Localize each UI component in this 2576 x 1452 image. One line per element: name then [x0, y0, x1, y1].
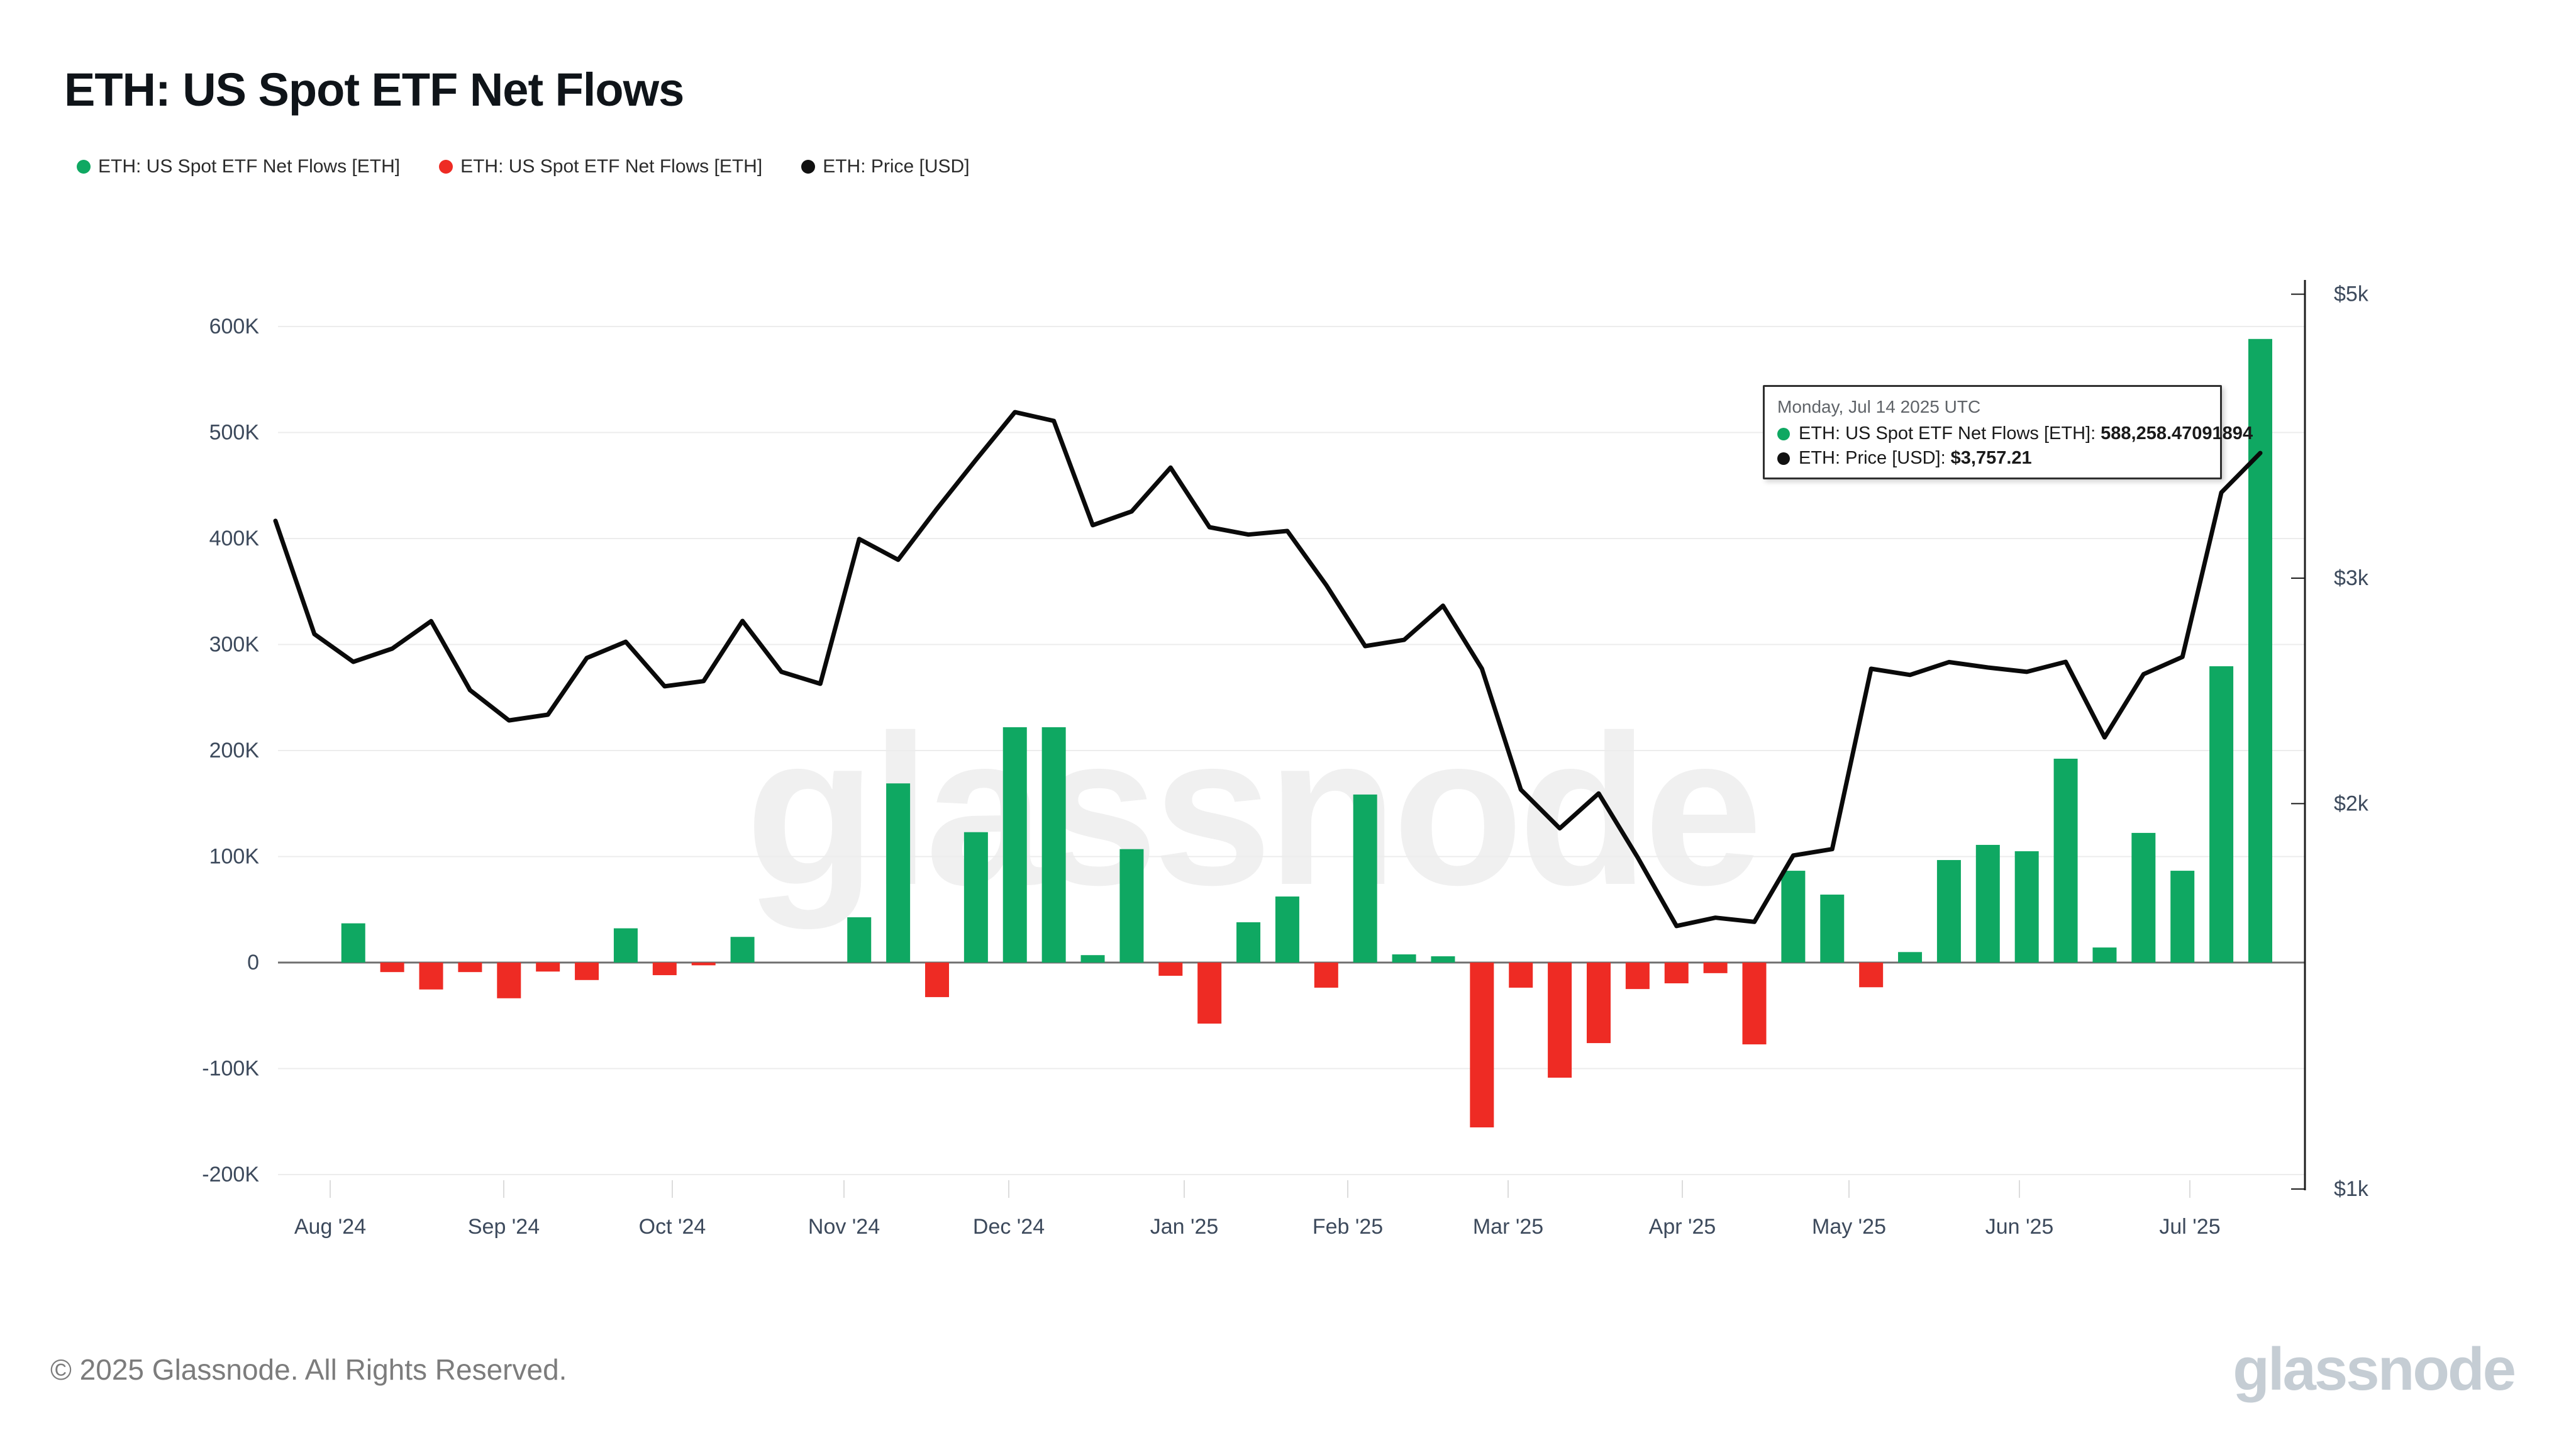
legend-item-label: ETH: US Spot ETF Net Flows [ETH]: [460, 156, 763, 177]
flow-bar[interactable]: [1080, 955, 1105, 963]
flow-bar[interactable]: [1586, 963, 1611, 1044]
y-axis-label: 600K: [209, 315, 260, 338]
legend-dot-icon: [77, 160, 91, 174]
flow-bar[interactable]: [1236, 922, 1261, 963]
price-axis-label: $3k: [2334, 566, 2369, 590]
flow-bar[interactable]: [1470, 963, 1494, 1128]
tooltip-series-dot-icon: [1777, 427, 1790, 440]
flow-bar[interactable]: [652, 963, 677, 976]
y-axis-label: 100K: [209, 845, 260, 869]
flow-bar[interactable]: [2170, 871, 2195, 963]
flow-bar[interactable]: [1625, 963, 1650, 990]
month-label: Sep '24: [468, 1215, 540, 1239]
flow-bar[interactable]: [1392, 954, 1416, 963]
flow-bar[interactable]: [1119, 849, 1144, 963]
flow-bar[interactable]: [1041, 727, 1066, 963]
flow-bar[interactable]: [1664, 963, 1689, 984]
month-label: Oct '24: [639, 1215, 706, 1239]
flow-bar[interactable]: [1548, 963, 1572, 1078]
price-axis-label: $1k: [2334, 1177, 2369, 1201]
flow-bar[interactable]: [963, 832, 988, 963]
flow-bar[interactable]: [1197, 963, 1222, 1024]
flow-bar[interactable]: [2209, 666, 2234, 963]
month-label: Jul '25: [2159, 1215, 2220, 1239]
y-axis-label: 0: [247, 951, 259, 975]
flow-bar[interactable]: [536, 963, 560, 972]
flow-bar[interactable]: [730, 937, 755, 963]
legend-item-1[interactable]: ETH: US Spot ETF Net Flows [ETH]: [439, 156, 762, 177]
flow-bar[interactable]: [341, 923, 365, 963]
flow-bar[interactable]: [1275, 896, 1299, 963]
flow-bar[interactable]: [1859, 963, 1884, 988]
y-axis-label: -200K: [202, 1163, 259, 1187]
tooltip-row: ETH: Price [USD]: $3,757.21: [1777, 448, 2207, 469]
flow-bar[interactable]: [2092, 947, 2117, 963]
y-axis-label: 300K: [209, 633, 260, 657]
legend-dot-icon: [439, 160, 453, 174]
flow-bar[interactable]: [1314, 963, 1338, 988]
legend-item-2[interactable]: ETH: Price [USD]: [801, 156, 970, 177]
price-line: [273, 410, 2263, 929]
footer-copyright: © 2025 Glassnode. All Rights Reserved.: [50, 1353, 567, 1386]
y-axis-label: 400K: [209, 527, 260, 550]
flow-bar[interactable]: [924, 963, 949, 997]
flow-bar[interactable]: [419, 963, 443, 990]
flow-bar[interactable]: [2014, 851, 2039, 963]
month-label: Mar '25: [1473, 1215, 1543, 1239]
legend-item-0[interactable]: ETH: US Spot ETF Net Flows [ETH]: [77, 156, 400, 177]
tooltip-series-dot-icon: [1777, 452, 1790, 465]
month-label: Aug '24: [294, 1215, 366, 1239]
tooltip-rows: ETH: US Spot ETF Net Flows [ETH]: 588,258…: [1777, 423, 2253, 469]
flow-bar[interactable]: [497, 963, 521, 998]
flow-bar[interactable]: [2053, 758, 2078, 963]
price-axis-label: $5k: [2334, 282, 2369, 306]
legend: ETH: US Spot ETF Net Flows [ETH] ETH: US …: [77, 156, 970, 177]
tooltip-date: Monday, Jul 14 2025 UTC: [1777, 397, 1981, 416]
legend-item-label: ETH: US Spot ETF Net Flows [ETH]: [98, 156, 401, 177]
month-label: May '25: [1812, 1215, 1886, 1239]
month-label: Dec '24: [973, 1215, 1045, 1239]
watermark: glassnode: [745, 691, 1758, 930]
price-axis-label: $2k: [2334, 791, 2369, 815]
flow-bar[interactable]: [1936, 860, 1961, 963]
flow-bar[interactable]: [1820, 894, 1845, 963]
flow-bar[interactable]: [1703, 963, 1728, 973]
chart-title: ETH: US Spot ETF Net Flows: [64, 64, 684, 116]
flow-bar[interactable]: [1742, 963, 1767, 1045]
flow-bar[interactable]: [2131, 832, 2156, 963]
flow-bar[interactable]: [2248, 338, 2272, 963]
month-label: Apr '25: [1649, 1215, 1716, 1239]
tooltip-row: ETH: US Spot ETF Net Flows [ETH]: 588,258…: [1777, 423, 2253, 444]
flow-bar[interactable]: [613, 928, 638, 963]
legend-dot-icon: [801, 160, 816, 174]
glassnode-logo: glassnode: [2233, 1336, 2516, 1403]
flow-bar[interactable]: [1975, 844, 2000, 963]
flow-bar[interactable]: [458, 963, 482, 973]
chart-tooltip: Monday, Jul 14 2025 UTC ETH: US Spot ETF…: [1763, 385, 2253, 479]
month-label: Jun '25: [1985, 1215, 2054, 1239]
flow-bar[interactable]: [1431, 956, 1455, 963]
y-axis-label: 500K: [209, 421, 260, 445]
flow-bar[interactable]: [1002, 727, 1027, 963]
flow-bar[interactable]: [1158, 963, 1183, 976]
flow-bar[interactable]: [1509, 963, 1533, 988]
flow-bar[interactable]: [691, 963, 716, 966]
flow-bar[interactable]: [1898, 952, 1923, 963]
flow-bar[interactable]: [847, 917, 872, 963]
month-label: Feb '25: [1313, 1215, 1383, 1239]
legend-item-label: ETH: Price [USD]: [823, 156, 970, 177]
flow-bar[interactable]: [1781, 871, 1806, 963]
flow-bar[interactable]: [575, 963, 599, 980]
month-label: Jan '25: [1150, 1215, 1219, 1239]
y-axis-label: 200K: [209, 739, 260, 762]
y-axis-label: -100K: [202, 1057, 259, 1081]
flow-bar[interactable]: [380, 963, 404, 973]
month-label: Nov '24: [808, 1215, 880, 1239]
flow-bar[interactable]: [1353, 794, 1377, 963]
flow-bar[interactable]: [886, 783, 911, 963]
